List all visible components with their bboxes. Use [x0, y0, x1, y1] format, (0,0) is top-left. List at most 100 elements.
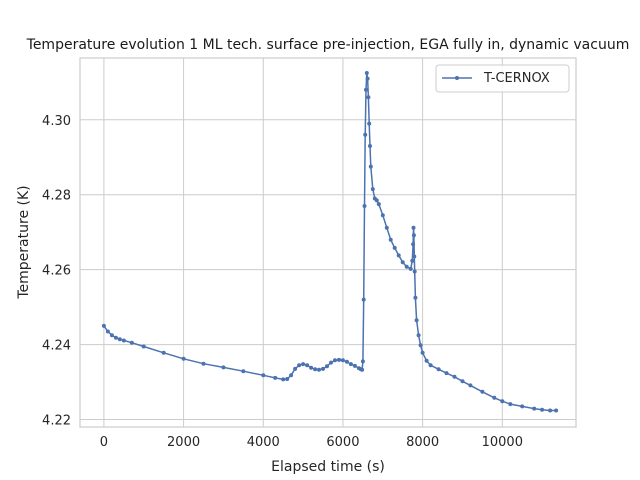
- data-point: [364, 87, 368, 92]
- data-point: [352, 363, 357, 368]
- data-point: [411, 225, 416, 230]
- data-point: [221, 365, 226, 370]
- x-tick-label: 8000: [406, 435, 439, 450]
- data-point: [404, 264, 409, 269]
- data-point: [309, 365, 314, 370]
- data-point: [305, 363, 310, 368]
- data-point: [413, 295, 418, 300]
- y-tick-label: 4.22: [42, 414, 71, 429]
- tick-labels: 0 2000 4000 6000 8000 10000 4.22 4.24 4.26 4.28 4.…: [42, 114, 523, 450]
- data-point: [109, 333, 114, 338]
- data-point: [424, 358, 429, 363]
- data-point: [418, 343, 423, 348]
- data-point: [201, 361, 206, 366]
- data-point: [492, 395, 497, 400]
- data-point: [261, 373, 266, 378]
- data-point: [468, 383, 473, 388]
- x-tick-label: 0: [100, 435, 108, 450]
- data-point: [368, 144, 372, 148]
- data-point: [325, 364, 329, 369]
- y-axis-label: Temperature (K): [16, 185, 32, 299]
- data-point: [361, 297, 366, 302]
- data-point: [408, 266, 413, 271]
- data-point: [101, 323, 106, 328]
- data-point: [520, 404, 525, 409]
- data-point: [416, 333, 421, 338]
- data-point: [368, 164, 373, 169]
- data-point: [313, 367, 318, 372]
- data-point: [374, 198, 379, 203]
- data-point: [364, 71, 369, 75]
- data-point: [281, 377, 286, 382]
- data-point: [554, 408, 559, 413]
- data-point: [241, 369, 246, 374]
- x-tick-label: 6000: [326, 435, 359, 450]
- data-point: [380, 213, 385, 218]
- y-tick-label: 4.26: [42, 264, 71, 279]
- data-point: [540, 407, 545, 412]
- data-point: [452, 374, 457, 379]
- data-point: [410, 258, 415, 263]
- data-point: [360, 359, 365, 364]
- data-point: [508, 402, 513, 407]
- data-point: [412, 254, 417, 259]
- data-point: [412, 269, 417, 274]
- plot-background: [80, 58, 576, 427]
- data-point: [367, 121, 372, 126]
- y-tick-label: 4.28: [42, 189, 71, 204]
- data-point: [340, 358, 345, 363]
- data-point: [317, 367, 321, 372]
- data-point: [333, 358, 337, 363]
- data-point: [532, 406, 537, 411]
- data-point: [360, 367, 365, 372]
- chart-title: Temperature evolution 1 ML tech. surface…: [26, 37, 630, 53]
- data-point: [414, 318, 419, 323]
- plot-frame: [79, 57, 577, 428]
- data-point: [480, 389, 485, 394]
- data-point: [376, 202, 381, 207]
- data-point: [428, 363, 433, 368]
- data-point: [121, 338, 126, 343]
- x-tick-label: 2000: [167, 435, 200, 450]
- data-point: [384, 225, 389, 230]
- data-point: [411, 233, 416, 238]
- data-point: [363, 132, 368, 137]
- data-point: [297, 363, 302, 368]
- data-point: [321, 366, 325, 371]
- legend-label: T-CERNOX: [483, 71, 550, 86]
- data-point: [289, 373, 294, 378]
- y-tick-label: 4.24: [42, 339, 71, 354]
- data-point: [285, 377, 290, 381]
- data-point: [273, 375, 278, 380]
- data-point: [392, 245, 397, 250]
- data-point: [105, 329, 110, 334]
- data-point: [141, 344, 146, 349]
- data-point: [293, 366, 298, 371]
- data-point: [420, 350, 425, 355]
- legend: T-CERNOX: [435, 64, 570, 93]
- series-layer: [101, 71, 559, 413]
- x-axis-label: Elapsed time (s): [271, 459, 385, 475]
- data-point: [366, 95, 371, 100]
- data-point: [329, 360, 333, 365]
- data-point: [113, 335, 118, 340]
- data-point: [181, 356, 186, 361]
- data-point: [117, 337, 122, 342]
- data-point: [500, 399, 505, 404]
- data-point: [436, 367, 441, 372]
- data-point: [396, 253, 401, 258]
- data-point: [301, 362, 306, 367]
- data-point: [388, 237, 393, 242]
- data-point: [365, 76, 370, 81]
- data-point: [348, 362, 353, 367]
- y-tick-label: 4.30: [42, 114, 71, 129]
- data-point: [370, 187, 375, 192]
- data-point: [161, 350, 166, 355]
- data-point: [362, 204, 367, 208]
- data-point: [460, 379, 465, 384]
- legend-point-marker: [455, 76, 459, 80]
- data-point: [337, 357, 341, 362]
- data-point: [548, 408, 553, 413]
- data-point: [411, 242, 416, 247]
